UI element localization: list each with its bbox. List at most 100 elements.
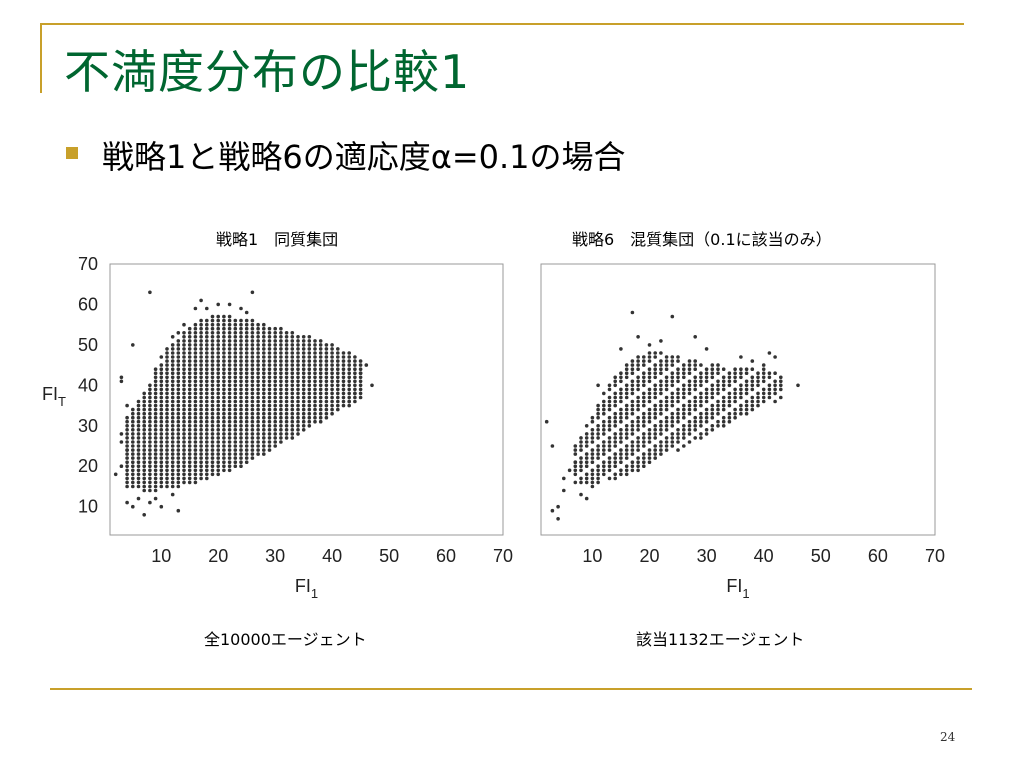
chart-1-caption: 全10000エージェント [204, 630, 367, 649]
data-point [182, 480, 186, 485]
data-point [739, 387, 743, 392]
data-point [324, 395, 329, 400]
data-point [193, 424, 198, 428]
data-point [584, 456, 589, 460]
title-top-rule [40, 23, 964, 25]
data-point [199, 351, 203, 355]
data-point [233, 331, 238, 335]
data-point [682, 432, 686, 436]
data-point [125, 403, 129, 408]
data-point [279, 403, 283, 408]
data-point [205, 440, 209, 444]
data-point [205, 371, 209, 376]
data-point [153, 436, 158, 440]
data-point [153, 428, 158, 432]
data-point [187, 351, 192, 355]
x-tick-label: 50 [379, 546, 399, 566]
data-point [250, 318, 255, 323]
data-point [131, 440, 135, 444]
data-point [239, 387, 243, 392]
data-point [590, 440, 595, 444]
data-point [216, 436, 220, 440]
data-point [324, 403, 329, 408]
data-point [653, 407, 657, 412]
data-point [244, 326, 249, 331]
data-point [676, 375, 680, 380]
data-point [733, 391, 737, 396]
data-point [704, 391, 709, 396]
data-point [744, 379, 749, 384]
data-point [205, 322, 209, 327]
data-point [142, 460, 146, 465]
data-point [227, 355, 232, 359]
data-point [670, 444, 675, 448]
data-point [250, 335, 255, 339]
data-point [613, 440, 617, 444]
data-point [279, 359, 283, 363]
data-point [636, 424, 640, 428]
data-point [744, 399, 749, 404]
data-point [182, 379, 186, 384]
data-point [607, 456, 612, 460]
data-point [279, 347, 283, 351]
data-point [347, 383, 352, 388]
data-point [284, 367, 289, 372]
data-point [170, 468, 175, 473]
data-point [193, 367, 198, 372]
data-point [222, 347, 226, 351]
data-point [630, 359, 635, 363]
data-point [222, 339, 226, 343]
data-point [250, 387, 255, 392]
data-point [296, 383, 300, 388]
data-point [761, 379, 766, 384]
data-point [210, 407, 215, 412]
data-point [307, 391, 312, 396]
data-point [279, 415, 283, 420]
data-point [296, 428, 300, 432]
data-point [284, 428, 289, 432]
data-point [159, 432, 164, 436]
data-point [148, 424, 152, 428]
data-point [131, 452, 135, 456]
data-point [307, 375, 312, 380]
data-point [630, 363, 635, 367]
data-point [165, 484, 169, 489]
data-point [256, 432, 260, 436]
data-point [273, 436, 278, 440]
data-point [653, 371, 657, 376]
data-point [199, 331, 203, 335]
data-point [136, 456, 141, 460]
data-point [273, 371, 278, 376]
data-point [296, 339, 300, 343]
data-point [721, 379, 726, 384]
data-point [676, 415, 680, 420]
data-point [579, 476, 583, 481]
data-point [727, 415, 732, 420]
data-point [153, 456, 158, 460]
data-point [313, 371, 317, 376]
data-point [267, 415, 272, 420]
data-point [182, 476, 186, 481]
data-point [602, 411, 606, 416]
data-point [619, 452, 623, 456]
data-point [250, 363, 255, 367]
data-point [704, 399, 709, 404]
data-point [205, 476, 209, 481]
data-point [193, 436, 198, 440]
data-point [165, 371, 169, 376]
data-point [573, 472, 578, 477]
data-point [330, 379, 334, 384]
data-point [153, 464, 158, 469]
data-point [353, 359, 357, 363]
data-point [693, 335, 697, 339]
data-point [216, 355, 220, 359]
data-point [136, 424, 141, 428]
data-point [761, 367, 766, 372]
data-point [330, 359, 334, 363]
data-point [347, 367, 352, 372]
data-point [636, 403, 640, 408]
data-point [301, 403, 306, 408]
data-point [239, 318, 243, 323]
data-point [590, 448, 595, 452]
data-point [761, 387, 766, 392]
